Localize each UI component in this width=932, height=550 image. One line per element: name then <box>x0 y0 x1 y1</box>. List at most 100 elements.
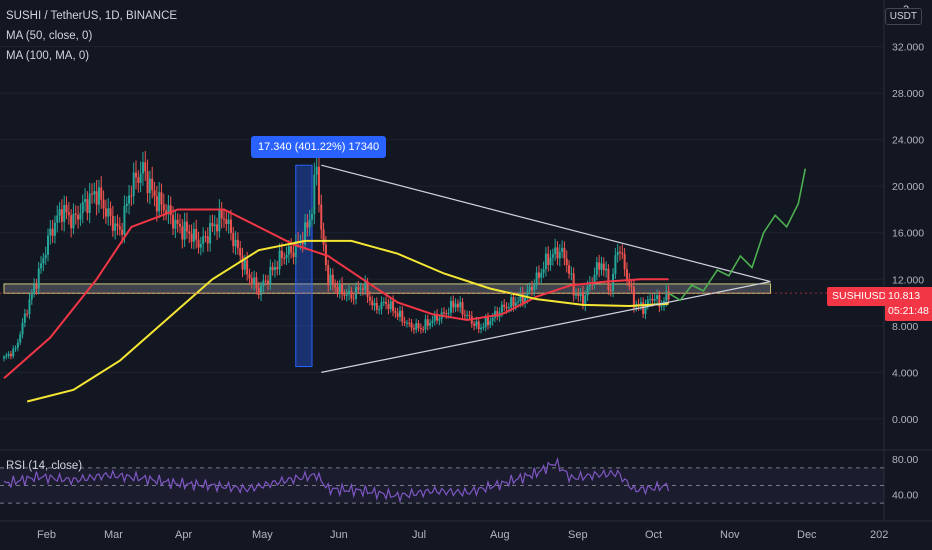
measure-box <box>295 164 313 368</box>
candle-body <box>658 295 661 307</box>
candle-body <box>466 315 469 317</box>
candle-body <box>114 223 117 231</box>
candle-body <box>334 284 337 288</box>
candle-body <box>223 218 225 220</box>
candle-body <box>480 327 483 330</box>
candle-body <box>660 305 663 307</box>
candle-body <box>399 310 401 317</box>
rsi-legend[interactable]: RSI (14, close) <box>6 460 83 472</box>
candle-body <box>264 280 267 282</box>
y-tick-label: 28.000 <box>892 88 924 100</box>
candle-body <box>255 277 258 289</box>
candle-body <box>19 334 22 343</box>
x-tick-label: Aug <box>490 529 510 541</box>
candle-body <box>540 272 543 278</box>
y-tick-label: 20.000 <box>892 181 924 193</box>
candle-body <box>491 317 494 321</box>
candle-body <box>283 257 286 259</box>
candle-body <box>454 303 457 308</box>
symbol-title[interactable]: SUSHI / TetherUS, 1D, BINANCE <box>6 10 178 22</box>
candle-body <box>639 302 642 306</box>
candle-body <box>602 263 605 271</box>
candle-body <box>528 287 531 291</box>
candle-body <box>503 304 506 307</box>
candle-body <box>58 209 61 216</box>
candle-body <box>359 288 362 290</box>
ma100-line <box>26 239 669 403</box>
candle-body <box>417 323 420 329</box>
candle-body <box>111 215 114 231</box>
candle-body <box>336 287 339 293</box>
candle-body <box>250 278 253 285</box>
candle-body <box>88 193 91 213</box>
ma50-legend[interactable]: MA (50, close, 0) <box>6 30 93 42</box>
candle-body <box>463 314 466 316</box>
candle-body <box>139 173 142 183</box>
candle-body <box>415 323 418 330</box>
candle-body <box>519 292 522 302</box>
candle-body <box>216 224 219 232</box>
candle-body <box>556 247 559 259</box>
candle-body <box>7 353 10 356</box>
candle-body <box>273 267 276 271</box>
candle-body <box>213 224 216 227</box>
candle-body <box>153 190 156 197</box>
candle-body <box>271 266 274 271</box>
candle-body <box>343 294 346 296</box>
candle-body <box>419 328 422 330</box>
candle-body <box>598 262 601 270</box>
candle-body <box>361 288 364 291</box>
candle-body <box>588 282 591 287</box>
indicator-legend: SUSHI / TetherUS, 1D, BINANCE MA (50, cl… <box>6 6 177 66</box>
candle-body <box>542 269 545 273</box>
candle-body <box>378 309 381 311</box>
candle-body <box>447 312 450 314</box>
candle-body <box>172 214 175 229</box>
candle-body <box>188 231 191 234</box>
candle-body <box>561 248 564 252</box>
candle-body <box>368 296 371 301</box>
candle-body <box>584 295 587 306</box>
candle-body <box>456 303 459 308</box>
last-price-value: 10.813 <box>888 290 921 302</box>
candle-body <box>290 246 293 253</box>
candle-body <box>97 187 100 205</box>
candle-body <box>190 233 193 242</box>
candle-body <box>607 268 610 291</box>
candle-body <box>551 254 554 258</box>
support-band <box>3 283 772 294</box>
candle-body <box>51 228 54 236</box>
candle-body <box>269 266 272 284</box>
candle-body <box>625 269 628 280</box>
candle-body <box>176 219 179 225</box>
candle-body <box>267 280 269 284</box>
candle-body <box>433 314 436 321</box>
candle-body <box>461 301 464 315</box>
triangle-upper-line <box>321 164 771 283</box>
candle-body <box>468 315 471 317</box>
candle-body <box>331 274 334 285</box>
candle-body <box>329 274 332 286</box>
x-tick-label: Dec <box>797 529 817 541</box>
candle-body <box>206 236 209 244</box>
candle-body <box>429 322 432 326</box>
ma100-legend[interactable]: MA (100, MA, 0) <box>6 50 90 62</box>
candle-body <box>60 209 63 222</box>
candle-body <box>232 232 235 247</box>
x-tick-label: Apr <box>175 529 192 541</box>
candle-body <box>225 219 228 224</box>
candle-body <box>109 208 112 216</box>
candle-body <box>616 251 619 256</box>
candle-body <box>151 178 154 191</box>
candle-body <box>382 301 385 303</box>
candle-body <box>42 258 45 264</box>
candle-body <box>526 290 529 298</box>
candle-body <box>317 166 320 205</box>
currency-unit-button[interactable]: USDT <box>884 8 922 25</box>
candle-body <box>500 304 503 313</box>
candle-body <box>125 203 128 206</box>
candle-body <box>644 305 647 314</box>
candle-body <box>426 319 429 326</box>
candle-body <box>568 265 571 274</box>
